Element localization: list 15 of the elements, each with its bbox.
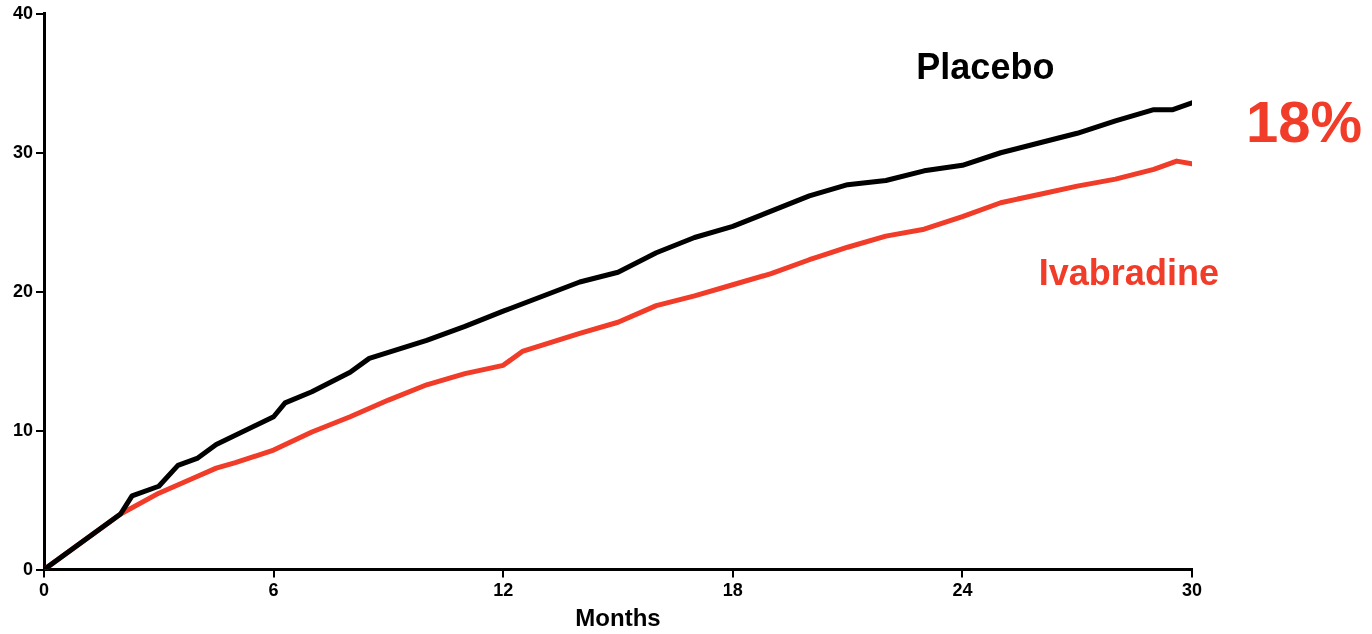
series-label: Placebo bbox=[916, 46, 1055, 88]
x-tick-label: 12 bbox=[493, 580, 514, 601]
x-tick-label: 18 bbox=[722, 580, 743, 601]
y-tick-label: 0 bbox=[23, 558, 34, 579]
x-axis-title: Months bbox=[575, 604, 661, 632]
x-tick-label: 0 bbox=[39, 580, 50, 601]
y-tick-label: 40 bbox=[12, 2, 34, 23]
y-tick-label: 10 bbox=[12, 419, 34, 440]
y-tick-label: 30 bbox=[12, 141, 34, 162]
x-tick-label: 6 bbox=[268, 580, 279, 601]
text: 18% bbox=[1245, 88, 1363, 154]
x-tick-label: 30 bbox=[1181, 580, 1203, 601]
series-label: Ivabradine bbox=[1038, 251, 1219, 293]
x-tick-label: 24 bbox=[952, 580, 973, 601]
y-tick-label: 20 bbox=[12, 280, 34, 301]
